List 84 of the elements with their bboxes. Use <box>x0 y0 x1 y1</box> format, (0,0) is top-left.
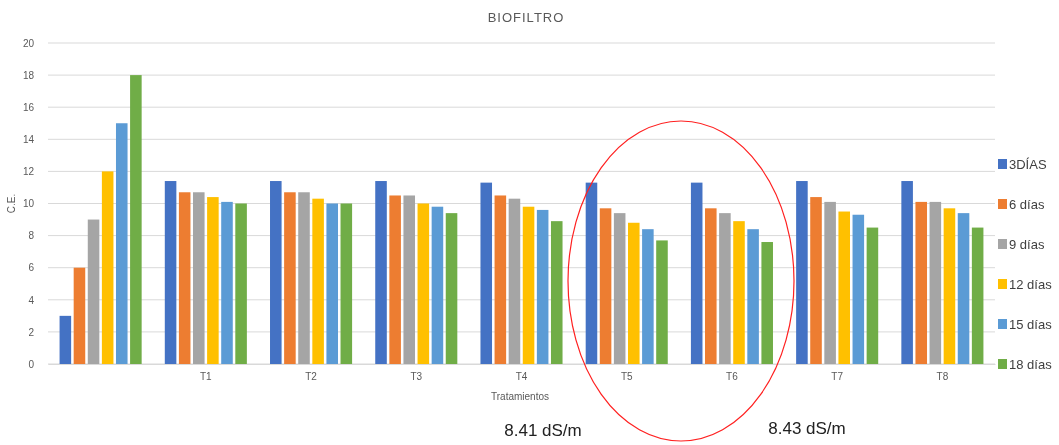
bar <box>656 240 668 364</box>
bar <box>101 171 114 364</box>
y-tick-label: 10 <box>22 198 35 210</box>
bar <box>957 213 970 364</box>
legend-label: 18 días <box>1009 357 1053 372</box>
bar <box>719 213 731 364</box>
y-tick-label: 14 <box>22 134 35 145</box>
bar <box>193 192 205 364</box>
bar <box>403 195 416 364</box>
bar <box>270 181 282 364</box>
legend-label: 6 días <box>1009 197 1045 212</box>
bar <box>115 123 128 364</box>
bar <box>207 197 219 364</box>
bar <box>522 206 535 364</box>
x-tick-label: T4 <box>515 371 528 383</box>
legend-label: 15 días <box>1009 317 1053 332</box>
bar <box>971 227 984 364</box>
bar <box>796 181 808 364</box>
y-tick-label: 2 <box>28 326 35 338</box>
bar <box>73 267 86 364</box>
bar <box>838 211 850 364</box>
bar <box>599 208 612 364</box>
legend-label: 12 días <box>1009 277 1053 292</box>
x-tick-label: T6 <box>726 371 739 383</box>
y-axis-title: C.E. <box>6 193 17 214</box>
legend-label: 9 días <box>1009 237 1045 252</box>
bar <box>284 192 296 364</box>
bar <box>536 209 549 364</box>
y-tick-label: 18 <box>22 69 35 81</box>
bar <box>915 201 928 364</box>
x-axis-title: Tratamientos <box>491 391 549 402</box>
y-tick-label: 8 <box>28 230 35 242</box>
bar <box>866 227 879 364</box>
bar <box>852 214 865 364</box>
bar <box>389 195 401 364</box>
bar <box>929 201 942 364</box>
bar <box>733 221 745 364</box>
bar <box>87 219 100 364</box>
bar <box>585 182 598 364</box>
bar <box>178 192 191 364</box>
bar <box>431 206 444 364</box>
x-tick-label: T7 <box>831 371 844 383</box>
bar <box>312 198 324 364</box>
bar <box>235 203 247 364</box>
bar <box>901 181 913 364</box>
bar <box>613 213 626 364</box>
bar <box>642 229 654 364</box>
y-tick-label: 4 <box>28 294 35 306</box>
bar <box>690 182 703 364</box>
y-tick-label: 12 <box>22 166 35 178</box>
bar <box>417 203 430 364</box>
bar <box>164 181 177 364</box>
x-tick-label: T5 <box>620 371 633 383</box>
x-tick-label: T2 <box>305 371 318 383</box>
bar <box>761 242 773 364</box>
bar <box>747 229 759 364</box>
text: 8.41 dS/m <box>504 421 582 440</box>
bar <box>375 181 387 364</box>
bar <box>550 221 563 364</box>
bar <box>480 182 493 364</box>
bar <box>705 208 717 364</box>
x-tick-label: T8 <box>936 371 949 383</box>
bar <box>326 203 338 364</box>
bar <box>298 192 310 364</box>
y-tick-label: 16 <box>22 101 35 113</box>
bar <box>221 201 233 364</box>
y-tick-label: 0 <box>28 358 35 370</box>
x-tick-label: T1 <box>200 371 213 383</box>
chart-title: BIOFILTRO <box>487 10 565 25</box>
x-tick-label: T3 <box>410 371 423 383</box>
y-tick-label: 20 <box>22 37 35 49</box>
bar <box>59 315 72 364</box>
legend-label: 3DÍAS <box>1009 157 1047 172</box>
bar <box>508 198 521 364</box>
text: 8.43 dS/m <box>768 419 846 438</box>
bar <box>340 203 353 364</box>
bar <box>943 208 956 364</box>
bar <box>130 75 142 364</box>
bar <box>445 213 458 364</box>
bar <box>494 195 507 364</box>
bar <box>824 201 836 364</box>
y-tick-label: 6 <box>28 262 35 274</box>
bar <box>627 222 640 364</box>
bar <box>810 197 822 364</box>
